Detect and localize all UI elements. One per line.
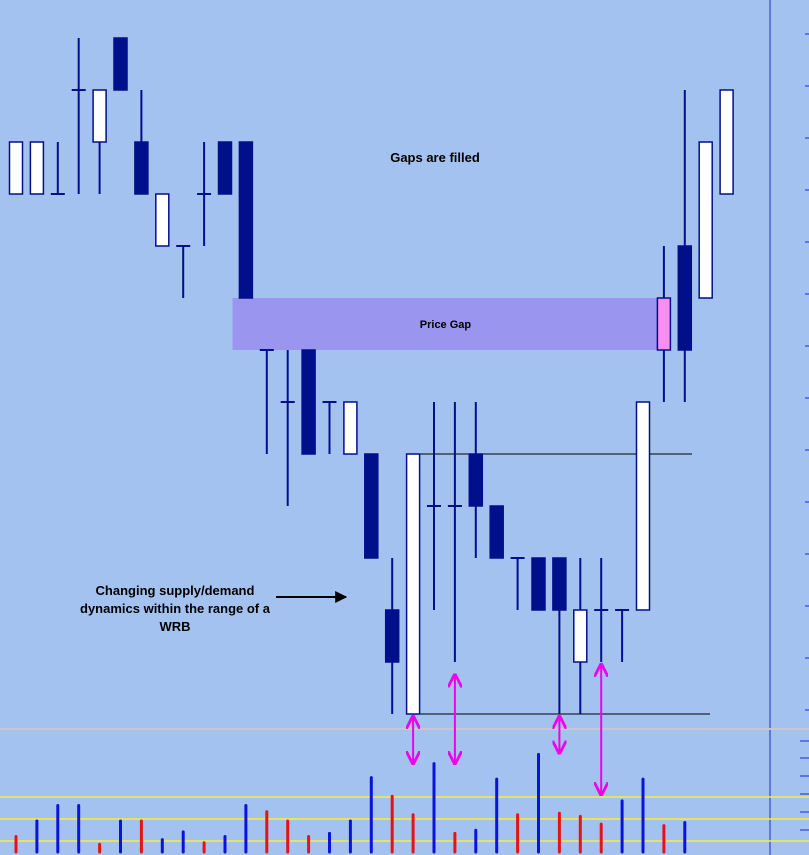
candle <box>656 246 672 402</box>
candle-body <box>635 401 651 611</box>
candle <box>322 401 337 454</box>
candle <box>176 245 191 298</box>
candle-body <box>155 193 170 247</box>
candle <box>364 453 379 559</box>
candle-body <box>552 557 567 611</box>
candle <box>29 141 45 195</box>
candle <box>489 505 504 559</box>
candle-body <box>134 141 149 195</box>
candle <box>677 90 693 402</box>
candle-body <box>238 141 254 299</box>
candle <box>301 349 316 455</box>
annotation-supply-demand-line: dynamics within the range of a <box>80 601 271 616</box>
candle-body <box>468 453 484 507</box>
candle <box>134 90 149 195</box>
candle-body <box>573 609 588 663</box>
candle-body <box>217 141 233 195</box>
candle-body <box>364 453 379 559</box>
candle-body <box>301 349 316 455</box>
candle-body <box>384 609 400 663</box>
price-gap-zone <box>232 298 659 350</box>
candle <box>635 401 651 611</box>
annotation-supply-demand-line: Changing supply/demand <box>96 583 255 598</box>
candle-body <box>698 141 713 299</box>
candle <box>384 558 400 714</box>
candle-body <box>719 89 734 195</box>
candle <box>552 557 567 714</box>
candle <box>531 557 546 611</box>
candle-body <box>113 37 128 91</box>
candle-body <box>8 141 24 195</box>
candle <box>50 142 65 195</box>
candle <box>155 193 170 247</box>
candle <box>217 141 233 195</box>
candle <box>719 89 734 195</box>
candle-body <box>677 245 693 351</box>
candle <box>259 349 274 454</box>
candle <box>594 558 609 662</box>
candle <box>280 350 295 506</box>
candle <box>615 609 630 662</box>
candle <box>113 37 128 91</box>
candle <box>447 402 462 662</box>
price-gap-label: Price Gap <box>420 319 472 331</box>
candle <box>92 89 107 194</box>
candle <box>8 141 24 195</box>
annotation-gaps-filled: Gaps are filled <box>390 150 480 165</box>
candle-body <box>405 453 421 715</box>
candle <box>573 558 588 714</box>
candle <box>405 453 421 715</box>
candle-body <box>29 141 45 195</box>
candle <box>427 402 441 610</box>
candle <box>468 402 484 558</box>
candle-body <box>531 557 546 611</box>
candle <box>698 141 713 299</box>
annotation-supply-demand-line: WRB <box>159 619 190 634</box>
candle <box>510 557 525 610</box>
candle-body <box>92 89 107 143</box>
candle-body <box>343 401 358 455</box>
candle <box>238 141 254 299</box>
candle <box>197 142 212 246</box>
candle <box>343 401 358 455</box>
candle-body <box>489 505 504 559</box>
candle-body <box>656 297 672 351</box>
candle <box>71 38 86 194</box>
